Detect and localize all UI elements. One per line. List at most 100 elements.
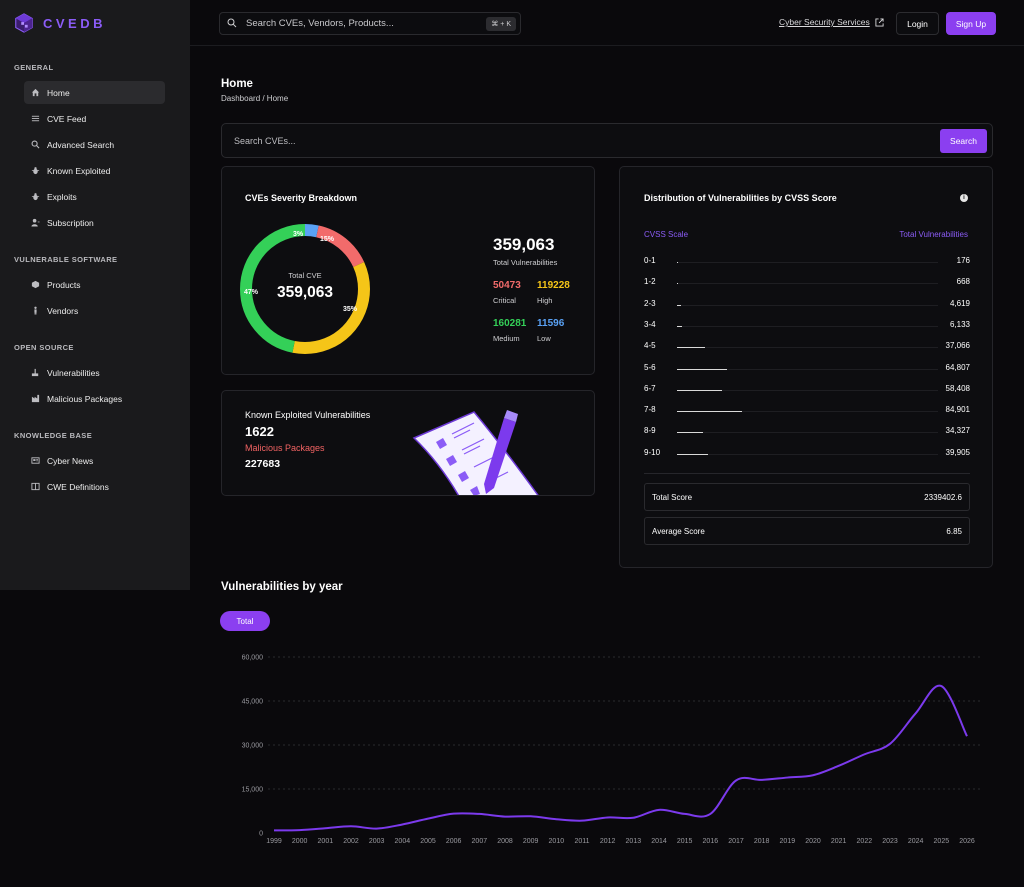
info-icon[interactable]: i [960, 194, 968, 202]
search-button[interactable]: Search [940, 129, 987, 153]
sidebar-item-products[interactable]: Products [24, 273, 165, 296]
known-exploited-card[interactable]: Known Exploited Vulnerabilities 1622 Mal… [221, 390, 595, 496]
donut-slice-high [240, 224, 370, 354]
cvss-bar [677, 283, 679, 285]
section-knowledge-base: KNOWLEDGE BASE [14, 431, 93, 440]
cvss-bar [677, 411, 743, 413]
cvss-bar-track [677, 347, 938, 349]
list-icon [30, 114, 40, 124]
donut-center-label: Total CVE [288, 271, 322, 280]
sidebar-item-malicious-packages[interactable]: Malicious Packages [24, 387, 165, 410]
total-score-value: 2339402.6 [924, 493, 962, 502]
cvss-range: 4-5 [644, 341, 656, 351]
sidebar-item-label: Known Exploited [47, 165, 111, 176]
sidebar-item-subscription[interactable]: Subscription [24, 211, 165, 234]
malicious-packages-value: 227683 [245, 458, 281, 470]
x-tick-label: 2016 [703, 838, 719, 845]
total-filter-chip[interactable]: Total [220, 611, 270, 631]
sidebar-item-label: Advanced Search [47, 139, 115, 150]
cvss-row: 9-10 39,905 [644, 448, 970, 460]
cvss-count: 176 [956, 256, 970, 265]
x-tick-label: 2018 [754, 838, 770, 845]
sidebar-item-cwe-definitions[interactable]: CWE Definitions [24, 475, 165, 498]
series-line-total [273, 684, 968, 832]
cvss-distribution-card: Distribution of Vulnerabilities by CVSS … [619, 166, 993, 568]
total-vulnerabilities-value: 359,063 [493, 235, 555, 254]
cvss-range: 1-2 [644, 277, 656, 287]
bug-icon [30, 192, 40, 202]
app-name: CVEDB [43, 15, 107, 31]
vulnerabilities-by-year-chart: 0 15,000 30,000 45,000 60,000 1999 2000 2001 200… [242, 655, 980, 845]
critical-count: 50473 [493, 280, 521, 291]
sidebar-item-cve-feed[interactable]: CVE Feed [24, 107, 165, 130]
pct-label-medium: 47% [244, 289, 259, 296]
cvss-range: 7-8 [644, 405, 656, 415]
y-tick-label: 0 [259, 831, 263, 838]
column-header-scale: CVSS Scale [644, 230, 689, 239]
cvss-row: 7-8 84,901 [644, 405, 970, 417]
cvss-range: 3-4 [644, 319, 656, 329]
total-vulnerabilities-label: Total Vulnerabilities [493, 258, 558, 267]
average-score-box: Average Score 6.85 [644, 517, 970, 545]
donut-slice-medium [240, 224, 370, 354]
cvss-bar-track [677, 304, 938, 306]
cve-search-bar: Search CVEs... Search [221, 123, 993, 158]
cyber-security-services-link[interactable]: Cyber Security Services [779, 17, 884, 27]
section-open-source: OPEN SOURCE [14, 343, 74, 352]
card-title: CVEs Severity Breakdown [245, 193, 358, 203]
high-label: High [537, 296, 553, 305]
cvss-bar [677, 262, 679, 263]
person-icon [30, 306, 40, 316]
malicious-packages-title: Malicious Packages [245, 443, 325, 453]
cvss-row: 2-3 4,619 [644, 299, 970, 311]
total-score-label: Total Score [652, 493, 693, 502]
severity-donut-chart [240, 224, 370, 354]
global-search-input[interactable]: Search CVEs, Vendors, Products... ⌘ + K [219, 12, 521, 35]
external-link-icon [875, 17, 884, 27]
x-tick-label: 2009 [523, 838, 539, 845]
sidebar-item-known-exploited[interactable]: Known Exploited [24, 159, 165, 182]
cvss-bar-track [677, 389, 938, 391]
keyboard-shortcut: ⌘ + K [486, 17, 516, 31]
medium-label: Medium [493, 334, 520, 343]
signup-button[interactable]: Sign Up [946, 12, 996, 35]
cvss-range: 6-7 [644, 383, 656, 393]
sidebar-item-exploits[interactable]: Exploits [24, 185, 165, 208]
x-tick-label: 2015 [677, 838, 693, 845]
breadcrumb: Dashboard / Home [221, 94, 289, 103]
cvss-row: 0-1 176 [644, 256, 970, 268]
cvss-bar [677, 368, 727, 370]
x-tick-label: 2025 [934, 838, 950, 845]
sidebar-item-advanced-search[interactable]: Advanced Search [24, 133, 165, 156]
total-score-box: Total Score 2339402.6 [644, 483, 970, 511]
column-header-total: Total Vulnerabilities [899, 230, 968, 239]
shield-icon [30, 368, 40, 378]
sidebar-item-vulnerabilities[interactable]: Vulnerabilities [24, 361, 165, 384]
donut-center-value: 359,063 [276, 284, 334, 301]
sidebar-item-cyber-news[interactable]: Cyber News [24, 449, 165, 472]
search-placeholder: Search CVEs, Vendors, Products... [246, 18, 394, 29]
sidebar-item-label: Cyber News [47, 455, 94, 466]
x-tick-label: 2013 [626, 838, 642, 845]
services-link-label: Cyber Security Services [779, 17, 870, 27]
sidebar-item-vendors[interactable]: Vendors [24, 299, 165, 322]
cvss-range: 0-1 [644, 256, 656, 265]
cvss-count: 64,807 [945, 362, 970, 372]
x-tick-label: 2024 [908, 838, 924, 845]
cvss-bar-track [677, 325, 938, 327]
average-score-label: Average Score [652, 527, 705, 536]
x-tick-label: 2001 [318, 838, 334, 845]
cve-search-input[interactable]: Search CVEs... [234, 136, 296, 146]
x-tick-label: 2002 [343, 838, 359, 845]
login-button[interactable]: Login [896, 12, 939, 35]
logo[interactable]: CVEDB [13, 12, 106, 34]
cvss-bar [677, 453, 708, 455]
home-icon [30, 88, 40, 98]
x-tick-label: 2007 [472, 838, 488, 845]
card-title: Distribution of Vulnerabilities by CVSS … [644, 193, 837, 203]
top-bar: Search CVEs, Vendors, Products... ⌘ + K … [190, 0, 1024, 46]
sidebar-item-home[interactable]: Home [24, 81, 165, 104]
known-exploited-value: 1622 [245, 424, 274, 439]
y-tick-label: 60,000 [242, 655, 264, 662]
x-tick-label: 2019 [780, 838, 796, 845]
